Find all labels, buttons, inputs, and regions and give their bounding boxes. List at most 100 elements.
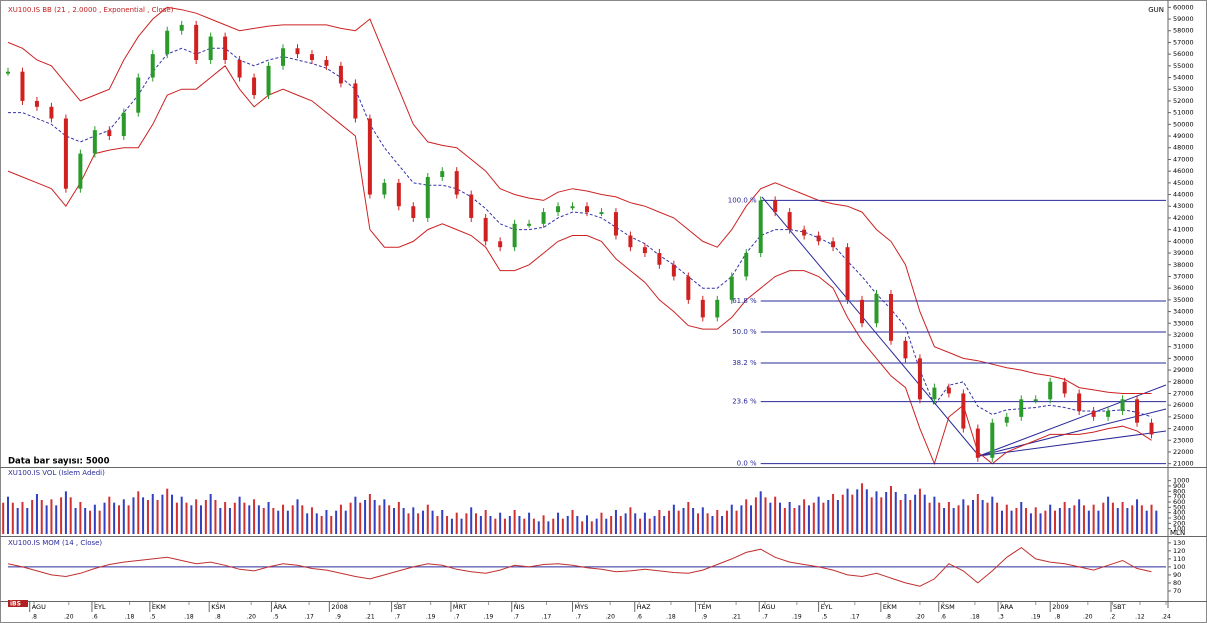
volume-bar (692, 508, 695, 534)
y-tick-label: 58000 (1173, 27, 1194, 35)
x-minor-label: .6 (940, 614, 946, 621)
x-minor-label: .8 (31, 614, 37, 621)
candle (34, 100, 39, 107)
candle (512, 223, 517, 248)
volume-bar (542, 515, 545, 534)
volume-bar (586, 515, 588, 534)
volume-bar (581, 521, 584, 534)
volume-bar (214, 500, 217, 534)
fib-label: 38.2 % (732, 359, 757, 367)
y-tick-label: 130 (1173, 539, 1185, 547)
volume-bar (1073, 505, 1076, 534)
corner-label: GUN (1148, 6, 1164, 14)
volume-bar (161, 494, 164, 534)
y-tick-label: 52000 (1173, 97, 1194, 105)
volume-bar (1111, 502, 1114, 534)
volume-bar (513, 510, 516, 534)
candle (20, 71, 25, 101)
volume-bar (962, 499, 965, 534)
volume-bar (426, 504, 429, 534)
volume-bar (918, 488, 921, 534)
x-tick-label: HAZ (637, 603, 651, 611)
volume-bar (310, 507, 313, 534)
volume-bar (204, 500, 207, 534)
x-tick-label: KSM (941, 603, 955, 611)
volume-bar (489, 516, 492, 534)
candle (802, 229, 807, 236)
volume-bar (972, 500, 975, 534)
y-tick-label: 500 (1173, 503, 1185, 511)
volume-bar (84, 508, 87, 534)
volume-bar (185, 502, 188, 534)
volume-bar (764, 497, 767, 534)
x-minor-label: .19 (1031, 614, 1041, 621)
volume-bar (725, 510, 728, 534)
volume-bar (547, 521, 550, 534)
x-minor-label: .9 (701, 614, 707, 621)
y-tick-label: 51000 (1173, 109, 1194, 117)
volume-bar (552, 518, 555, 534)
candle (990, 422, 995, 458)
volume-bar (79, 502, 82, 534)
x-minor-label: .6 (92, 614, 98, 621)
volume-bar (590, 521, 593, 534)
y-tick-label: 48000 (1173, 144, 1194, 152)
volume-bar (122, 499, 125, 534)
y-tick-label: 54000 (1173, 74, 1194, 82)
candle (860, 299, 865, 324)
volume-bar (899, 500, 902, 534)
y-tick-label: 22000 (1173, 448, 1194, 456)
candle (252, 77, 257, 96)
y-tick-label: 53000 (1173, 85, 1194, 93)
candle (179, 24, 184, 31)
volume-bar (1092, 504, 1095, 534)
volume-bar (146, 500, 149, 534)
volume-bar (16, 508, 19, 534)
candle (338, 65, 343, 84)
volume-bar (35, 494, 38, 534)
volume-bar (672, 504, 675, 534)
x-tick-label: EKM (883, 603, 897, 611)
candle (498, 241, 503, 248)
volume-bar (846, 488, 849, 534)
panel-title: XU100.IS VOL (Islem Adedi) (8, 469, 105, 477)
y-tick-label: 700 (1173, 493, 1185, 501)
volume-bar (1068, 508, 1071, 534)
candle (1091, 411, 1096, 417)
volume-bar (98, 510, 101, 534)
volume-bar (518, 516, 521, 534)
volume-bar (243, 502, 246, 534)
volume-bar (1015, 508, 1018, 534)
y-tick-label: 30000 (1173, 354, 1194, 362)
y-tick-label: 32000 (1173, 331, 1194, 339)
candle (671, 264, 676, 277)
candle (1077, 393, 1082, 412)
volume-bar (1029, 513, 1032, 534)
fan-line (978, 430, 1167, 457)
volume-bar (532, 518, 535, 534)
candle (1062, 381, 1067, 394)
volume-bar (923, 494, 926, 534)
volume-bar (1107, 496, 1110, 534)
candle (932, 387, 937, 400)
candle (194, 24, 199, 60)
y-tick-label: 46000 (1173, 167, 1194, 175)
y-tick-label: 900 (1173, 482, 1185, 490)
x-tick-label: SBT (394, 603, 407, 611)
y-tick-label: 42000 (1173, 214, 1194, 222)
x-minor-label: .3 (998, 614, 1004, 621)
volume-bar (750, 505, 753, 534)
volume-bar (571, 510, 574, 534)
x-tick-label: EYL (94, 603, 106, 611)
volume-bar (508, 516, 511, 534)
x-minor-label: .8 (1055, 614, 1061, 621)
volume-bar (238, 496, 241, 534)
x-minor-label: .20 (605, 614, 615, 621)
fib-label: 23.6 % (732, 398, 757, 406)
candle (1033, 399, 1038, 402)
candle (92, 130, 97, 154)
volume-bar (682, 508, 685, 534)
x-minor-label: .21 (731, 614, 741, 621)
candle (715, 299, 720, 318)
candle (324, 59, 329, 66)
